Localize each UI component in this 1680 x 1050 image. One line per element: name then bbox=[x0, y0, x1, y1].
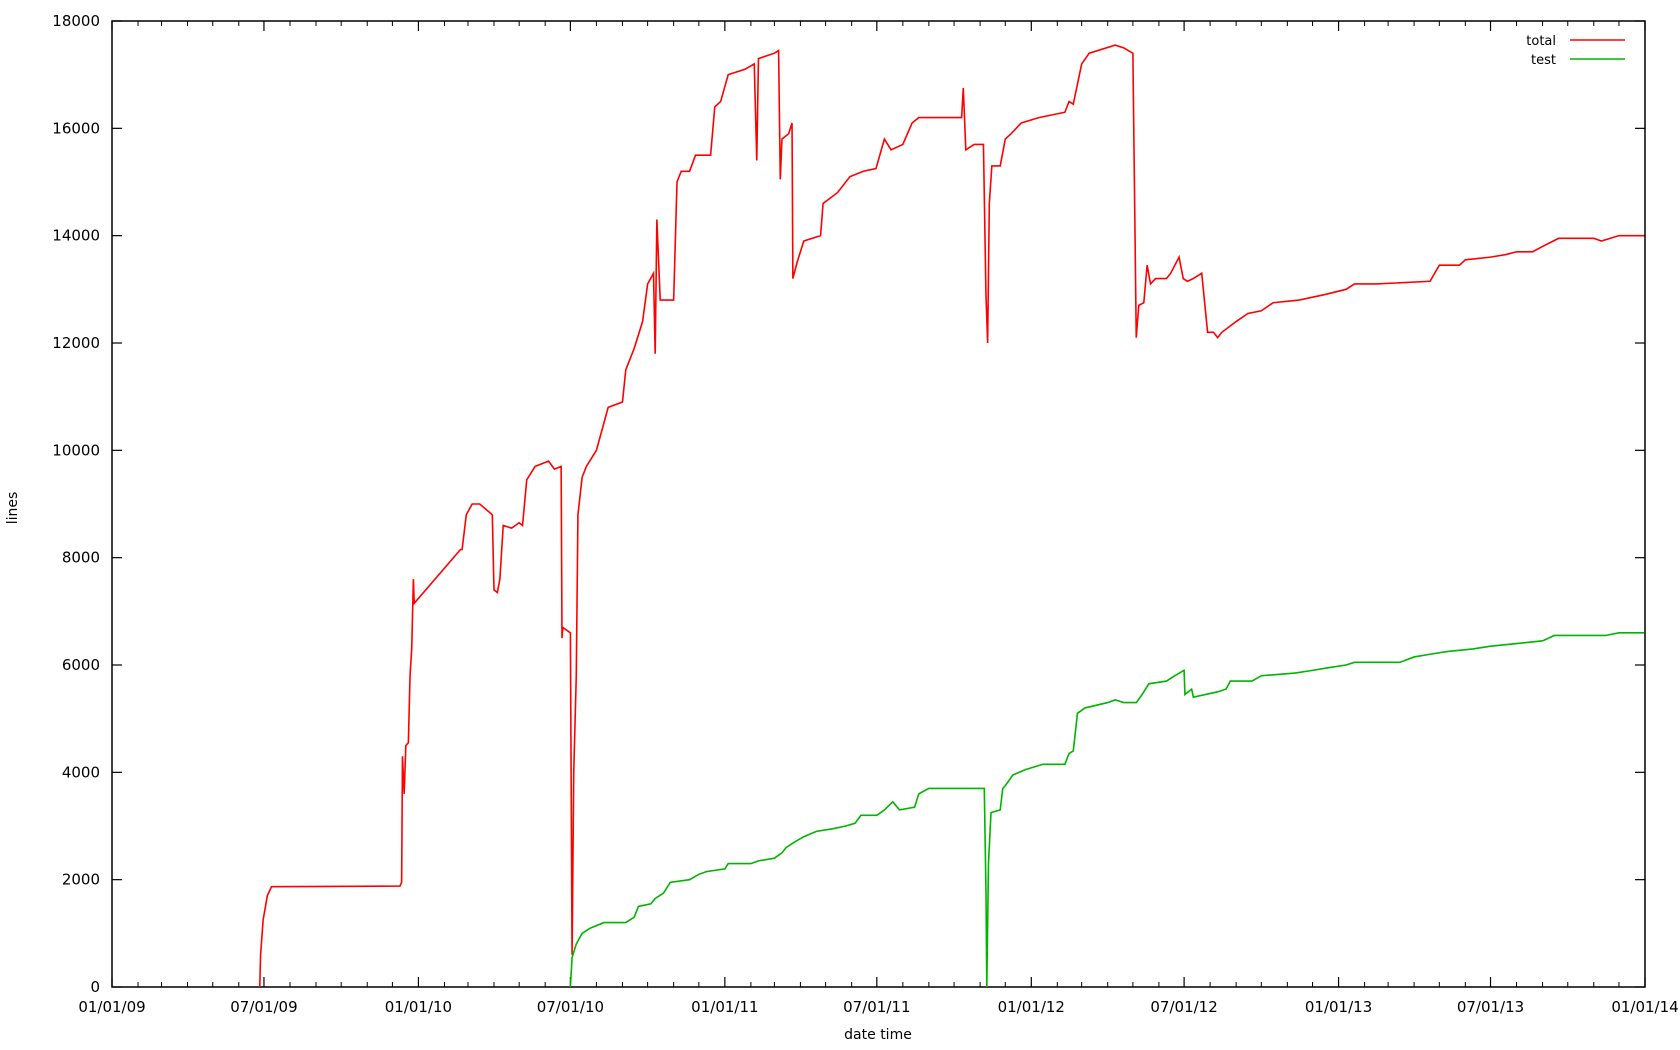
y-tick-label: 16000 bbox=[52, 119, 100, 137]
x-tick-label: 07/01/13 bbox=[1457, 998, 1524, 1016]
x-tick-label: 01/01/14 bbox=[1611, 998, 1678, 1016]
x-tick-label: 07/01/11 bbox=[843, 998, 910, 1016]
y-tick-label: 12000 bbox=[52, 334, 100, 352]
x-tick-label: 01/01/12 bbox=[998, 998, 1065, 1016]
legend-label-total: total bbox=[1526, 34, 1556, 49]
x-tick-label: 07/01/09 bbox=[230, 998, 297, 1016]
y-tick-label: 2000 bbox=[62, 871, 100, 889]
series-line-test bbox=[569, 632, 1645, 988]
y-tick-label: 6000 bbox=[62, 656, 100, 674]
y-axis-title: lines bbox=[5, 492, 21, 525]
y-tick-label: 10000 bbox=[52, 441, 100, 459]
x-tick-label: 01/01/09 bbox=[78, 998, 145, 1016]
x-tick-label: 07/01/12 bbox=[1150, 998, 1217, 1016]
series-line-total bbox=[258, 44, 1645, 988]
x-tick-label: 01/01/11 bbox=[691, 998, 758, 1016]
plot-frame bbox=[111, 20, 1646, 988]
series-layer bbox=[258, 44, 1645, 988]
y-tick-label: 8000 bbox=[62, 549, 100, 567]
y-tick-label: 14000 bbox=[52, 227, 100, 245]
x-tick-label: 01/01/13 bbox=[1305, 998, 1372, 1016]
x-tick-label: 01/01/10 bbox=[385, 998, 452, 1016]
legend-label-test: test bbox=[1531, 53, 1556, 68]
y-tick-label: 18000 bbox=[52, 12, 100, 30]
x-tick-label: 07/01/10 bbox=[537, 998, 604, 1016]
x-axis-ticks: 01/01/09 07/01/09 01/01/10 07/01/10 01/01/11… bbox=[78, 21, 1679, 1016]
x-axis-title: date time bbox=[844, 1027, 912, 1043]
y-tick-label: 4000 bbox=[62, 763, 100, 781]
y-axis-ticks: 0 2000 4000 6000 8000 10000 12000 14000 16000 180… bbox=[52, 12, 1645, 996]
y-tick-label: 0 bbox=[90, 978, 100, 996]
legend: total test bbox=[1526, 34, 1625, 68]
